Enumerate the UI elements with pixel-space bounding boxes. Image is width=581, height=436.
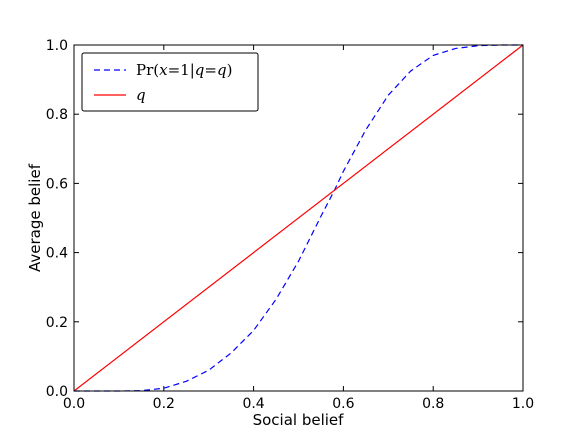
y-tick-label: 0.0: [46, 384, 68, 400]
legend: Pr(x=1|q=q) q: [81, 52, 259, 112]
x-tick-label: 0.0: [63, 396, 85, 412]
plot-series: [73, 44, 524, 392]
y-axis-label: Average belief: [26, 163, 44, 272]
y-tick-label: 0.6: [46, 176, 68, 192]
plot-frame: [73, 44, 524, 392]
y-tick-label: 0.4: [46, 246, 68, 262]
legend-box: [81, 52, 259, 112]
x-tick-label: 0.6: [332, 396, 354, 412]
series-line-q: [73, 44, 524, 392]
x-tick-label: 0.4: [242, 396, 264, 412]
y-tick-label: 0.8: [46, 107, 68, 123]
x-axis-label: Social belief: [253, 411, 345, 429]
x-tick-label: 1.0: [512, 396, 534, 412]
x-tick-label: 0.2: [153, 396, 175, 412]
x-axis-ticks: 0.0 0.2 0.4 0.6 0.8 1.0: [63, 45, 534, 412]
y-tick-label: 1.0: [46, 38, 68, 54]
legend-label-pr: Pr(x=1|q=q): [136, 61, 232, 79]
y-tick-label: 0.2: [46, 315, 68, 331]
series-line-pr: [74, 44, 523, 392]
x-tick-label: 0.8: [422, 396, 444, 412]
legend-label-q: q: [136, 86, 146, 104]
